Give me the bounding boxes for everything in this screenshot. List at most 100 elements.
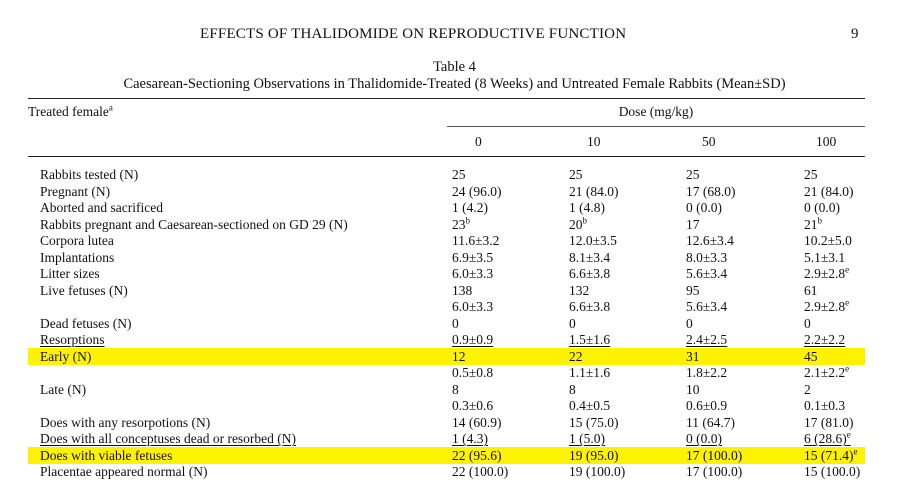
table-cell: 8.1±3.4 xyxy=(569,250,611,265)
dose-header: Dose (mg/kg) xyxy=(618,104,694,119)
row-label: Does with all conceptuses dead or resorb… xyxy=(40,431,297,446)
dose-column-10: 10 xyxy=(587,134,601,149)
footnote-marker: b xyxy=(465,215,471,226)
table-row: Late (N) 8 8 10 2 xyxy=(0,382,909,398)
table-cell: 25 xyxy=(804,167,818,182)
table-cell: 19 (100.0) xyxy=(569,464,626,479)
table-cell: 15 (71.4)e xyxy=(804,446,858,463)
table-cell: 17 (68.0) xyxy=(686,184,736,199)
table-cell: 8 xyxy=(452,382,459,397)
table-top-rule xyxy=(28,98,865,99)
table-cell: 0.3±0.6 xyxy=(452,398,494,413)
footnote-marker: e xyxy=(845,264,850,275)
dose-column-100: 100 xyxy=(816,134,837,149)
table-cell: 2.2±2.2 xyxy=(804,332,846,347)
table-row: Does with all conceptuses dead or resorb… xyxy=(0,429,909,447)
table-cell: 22 (95.6) xyxy=(452,448,502,463)
table-cell: 1.5±1.6 xyxy=(569,332,611,347)
table-cell: 2.9±2.8e xyxy=(804,264,850,281)
table-row: Live fetuses (N) 138 132 95 61 xyxy=(0,283,909,299)
table-row: Rabbits pregnant and Caesarean-sectioned… xyxy=(0,215,909,233)
table-cell: 25 xyxy=(452,167,466,182)
table-cell: 17 (100.0) xyxy=(686,448,743,463)
row-highlight xyxy=(28,348,865,365)
table-cell: 95 xyxy=(686,283,700,298)
table-cell: 6.6±3.8 xyxy=(569,266,611,281)
table-row: 6.0±3.3 6.6±3.8 5.6±3.4 2.9±2.8e xyxy=(0,297,909,315)
row-label: Corpora lutea xyxy=(40,233,114,248)
table-label: Table 4 xyxy=(433,59,476,75)
table-cell: 22 (100.0) xyxy=(452,464,509,479)
footnote-marker: e xyxy=(853,446,858,457)
row-header-footnote: a xyxy=(108,102,113,113)
table-cell: 31 xyxy=(686,349,700,364)
row-label: Pregnant (N) xyxy=(40,184,111,199)
table-cell: 21b xyxy=(804,215,823,232)
footnote-marker: b xyxy=(582,215,588,226)
table-row: 0.3±0.6 0.4±0.5 0.6±0.9 0.1±0.3 xyxy=(0,398,909,414)
table-cell: 1 (4.3) xyxy=(452,431,488,446)
page-number: 9 xyxy=(851,26,859,42)
row-label: Implantations xyxy=(40,250,115,265)
table-cell: 12 xyxy=(452,349,466,364)
table-cell: 24 (96.0) xyxy=(452,184,502,199)
table-cell: 10.2±5.0 xyxy=(804,233,852,248)
running-title: EFFECTS OF THALIDOMIDE ON REPRODUCTIVE F… xyxy=(200,26,627,42)
dose-column-50: 50 xyxy=(702,134,716,149)
table-cell: 6.0±3.3 xyxy=(452,266,494,281)
row-label: Early (N) xyxy=(40,349,92,364)
table-cell: 17 (81.0) xyxy=(804,415,854,430)
row-label: Rabbits pregnant and Caesarean-sectioned… xyxy=(40,217,348,232)
table-cell: 6.6±3.8 xyxy=(569,299,611,314)
table-cell: 0.4±0.5 xyxy=(569,398,611,413)
table-row: Rabbits tested (N) 25 25 25 25 xyxy=(0,167,909,183)
row-label: Placentae appeared normal (N) xyxy=(40,464,208,479)
table-cell: 25 xyxy=(569,167,583,182)
table-cell: 2.4±2.5 xyxy=(686,332,728,347)
row-header-text: Treated female xyxy=(28,104,109,119)
table-cell: 0 xyxy=(452,316,459,331)
table-cell: 1 (4.8) xyxy=(569,200,605,215)
running-head: EFFECTS OF THALIDOMIDE ON REPRODUCTIVE F… xyxy=(0,26,909,46)
table-row: Resorptions 0.9±0.9 1.5±1.6 2.4±2.5 2.2±2.2 xyxy=(0,332,909,348)
table-row: Does with any resorpotions (N) 14 (60.9) 1… xyxy=(0,415,909,431)
row-highlight xyxy=(28,447,865,464)
footnote-marker: b xyxy=(817,215,823,226)
table-row: Litter sizes 6.0±3.3 6.6±3.8 5.6±3.4 2.9±2.8… xyxy=(0,264,909,282)
table-cell: 1.1±1.6 xyxy=(569,365,611,380)
footnote-marker: e xyxy=(846,429,851,440)
table-cell: 1 (5.0) xyxy=(569,431,605,446)
table-cell: 132 xyxy=(569,283,590,298)
row-label: Rabbits tested (N) xyxy=(40,167,139,182)
table-cell: 12.0±3.5 xyxy=(569,233,617,248)
dose-header-rule xyxy=(447,126,865,127)
row-label: Does with any resorpotions (N) xyxy=(40,415,211,430)
table-cell: 2.9±2.8e xyxy=(804,297,850,314)
table-row: Pregnant (N) 24 (96.0) 21 (84.0) 17 (68.0) 2… xyxy=(0,184,909,200)
table-cell: 8 xyxy=(569,382,576,397)
table-row: 0.5±0.8 1.1±1.6 1.8±2.2 2.1±2.2e xyxy=(0,364,909,381)
dose-column-0: 0 xyxy=(475,134,482,149)
table-cell: 14 (60.9) xyxy=(452,415,502,430)
table-cell: 5.1±3.1 xyxy=(804,250,846,265)
table-cell: 17 xyxy=(686,217,700,232)
table-row: Does with viable fetuses 22 (95.6) 19 (95.… xyxy=(0,446,909,464)
table-cell: 22 xyxy=(569,349,583,364)
header-bottom-rule xyxy=(28,156,865,157)
table-row: Implantations 6.9±3.5 8.1±3.4 8.0±3.3 5.1±3.… xyxy=(0,250,909,266)
table-cell: 0 (0.0) xyxy=(804,200,840,215)
table-cell: 45 xyxy=(804,349,818,364)
table-cell: 10 xyxy=(686,382,700,397)
table-row: Early (N) 12 22 31 45 xyxy=(0,349,909,365)
table-cell: 23b xyxy=(452,215,471,232)
table-cell: 12.6±3.4 xyxy=(686,233,734,248)
table-cell: 0.6±0.9 xyxy=(686,398,728,413)
table-cell: 5.6±3.4 xyxy=(686,299,728,314)
table-cell: 0 xyxy=(804,316,811,331)
table-cell: 0.9±0.9 xyxy=(452,332,494,347)
table-cell: 15 (100.0) xyxy=(804,464,861,479)
table-cell: 138 xyxy=(452,283,473,298)
table-caption: Caesarean-Sectioning Observations in Tha… xyxy=(123,76,786,92)
table-cell: 6.0±3.3 xyxy=(452,299,494,314)
table-cell: 6.9±3.5 xyxy=(452,250,494,265)
